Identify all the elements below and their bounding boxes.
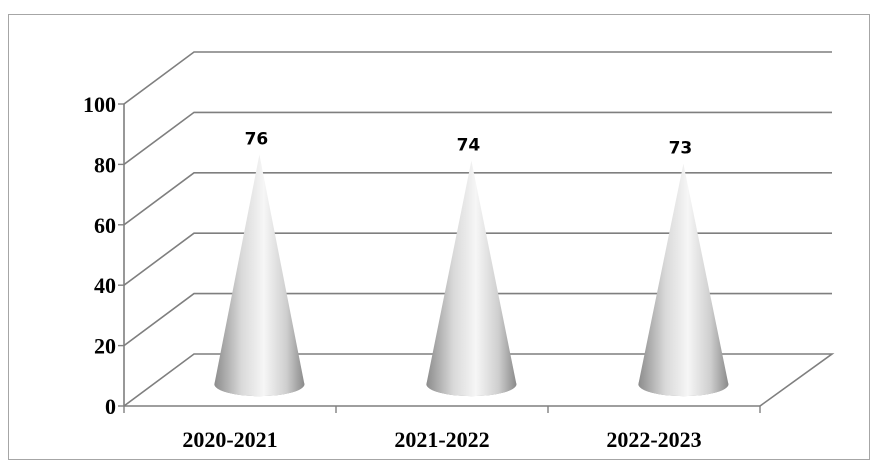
floor-outline [123,353,835,407]
cone-body [426,160,517,397]
data-label: 76 [245,130,269,150]
x-tick-label: 2021-2022 [394,427,489,452]
cone-body [638,163,729,397]
gridline [123,51,832,105]
x-tick-label: 2022-2023 [606,427,701,452]
gridline [123,111,832,166]
cone-body [214,154,305,397]
data-label: 73 [669,139,693,159]
y-tick-label: 60 [94,213,116,238]
x-tick-label: 2020-2021 [182,427,277,452]
y-tick-label: 80 [94,152,116,177]
y-tick-label: 40 [94,273,116,298]
gridline [123,232,832,286]
y-tick-label: 0 [105,394,116,419]
y-tick-label: 100 [83,92,116,117]
cone-bar [638,163,729,397]
cones [214,154,729,397]
gridlines [123,51,835,407]
gridline [123,292,832,347]
gridline [123,172,832,226]
cone-bar [426,160,517,397]
data-label: 74 [457,136,481,156]
labels: 0 20 40 60 80 100 2020-2021 2021-2022 2022-2023 7… [83,92,702,452]
y-tick-label: 20 [94,334,116,359]
cone-bar [214,154,305,397]
axes [118,103,761,413]
